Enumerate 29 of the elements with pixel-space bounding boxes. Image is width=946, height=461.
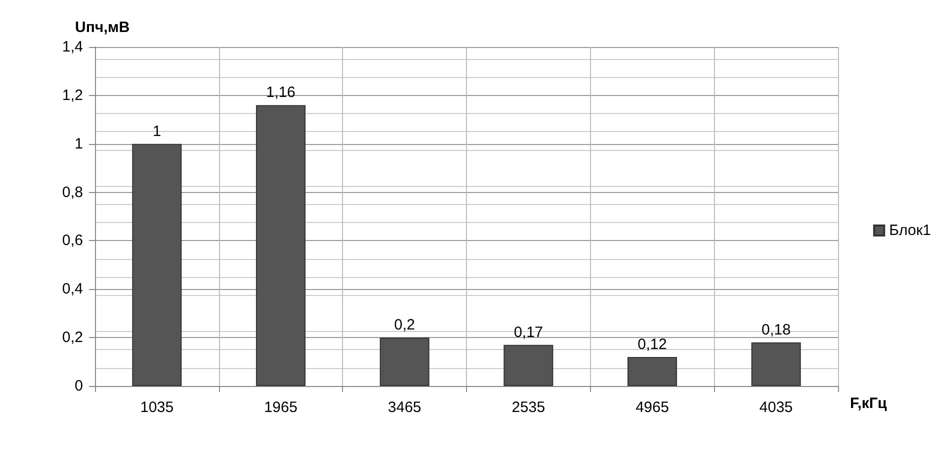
x-tick-label: 4965 <box>636 399 669 416</box>
bar <box>132 144 182 386</box>
y-tick-label: 1,4 <box>62 38 83 56</box>
y-tick-label: 1,2 <box>62 86 83 104</box>
data-label: 1 <box>152 122 162 140</box>
x-tick-label: 2535 <box>512 399 546 416</box>
y-tick-label: 0,2 <box>62 329 83 346</box>
x-tick-label: 4035 <box>759 399 793 416</box>
bar <box>504 344 554 386</box>
bar <box>627 356 678 386</box>
x-tick-label: 3465 <box>388 399 422 416</box>
bar <box>256 105 306 386</box>
data-label: 0,2 <box>394 316 416 334</box>
data-label: 1,16 <box>266 84 296 102</box>
x-tick-label: 1965 <box>264 399 298 416</box>
y-axis-title: Uпч,мВ <box>75 19 130 36</box>
bar <box>380 338 430 386</box>
bar <box>751 342 801 386</box>
y-tick-label: 0,8 <box>62 184 83 201</box>
y-tick-label: 0,6 <box>62 232 83 250</box>
legend-label: Блок1 <box>889 222 931 239</box>
x-axis-title: F,кГц <box>850 395 888 412</box>
y-tick-label: 0,4 <box>62 280 83 298</box>
y-tick-label: 0 <box>74 378 83 394</box>
x-tick-label: 1035 <box>140 399 174 416</box>
data-label: 0,17 <box>514 324 544 341</box>
y-tick-label: 1 <box>74 135 83 152</box>
data-label: 0,18 <box>761 321 791 338</box>
data-label: 0,12 <box>638 336 667 353</box>
